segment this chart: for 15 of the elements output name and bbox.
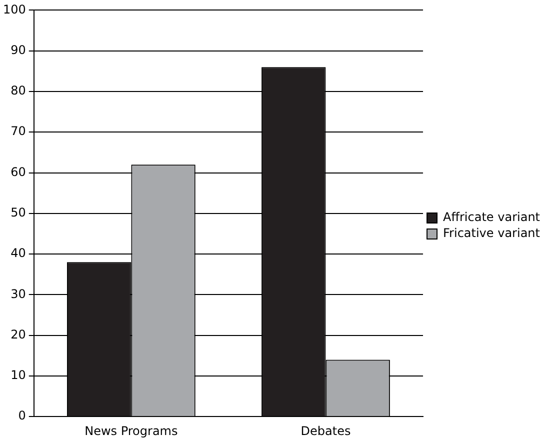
x-tick-label: News Programs: [84, 424, 178, 438]
y-tick-label: 10: [10, 368, 26, 382]
y-tick-label: 40: [10, 246, 26, 260]
y-tick-label: 60: [10, 164, 26, 179]
y-tick-label: 0: [18, 408, 26, 423]
y-tick-label: 30: [10, 286, 26, 301]
y-tick-label: 90: [10, 42, 26, 57]
y-tick-label: 20: [10, 327, 26, 342]
legend-label: Fricative variant: [443, 226, 540, 240]
x-tick-label: Debates: [300, 424, 351, 438]
y-tick-label: 80: [10, 84, 26, 98]
y-tick-label: 50: [10, 206, 26, 220]
y-tick-label: 100: [3, 2, 26, 16]
legend-label: Affricate variant: [443, 210, 540, 224]
y-tick-label: 70: [10, 124, 26, 138]
